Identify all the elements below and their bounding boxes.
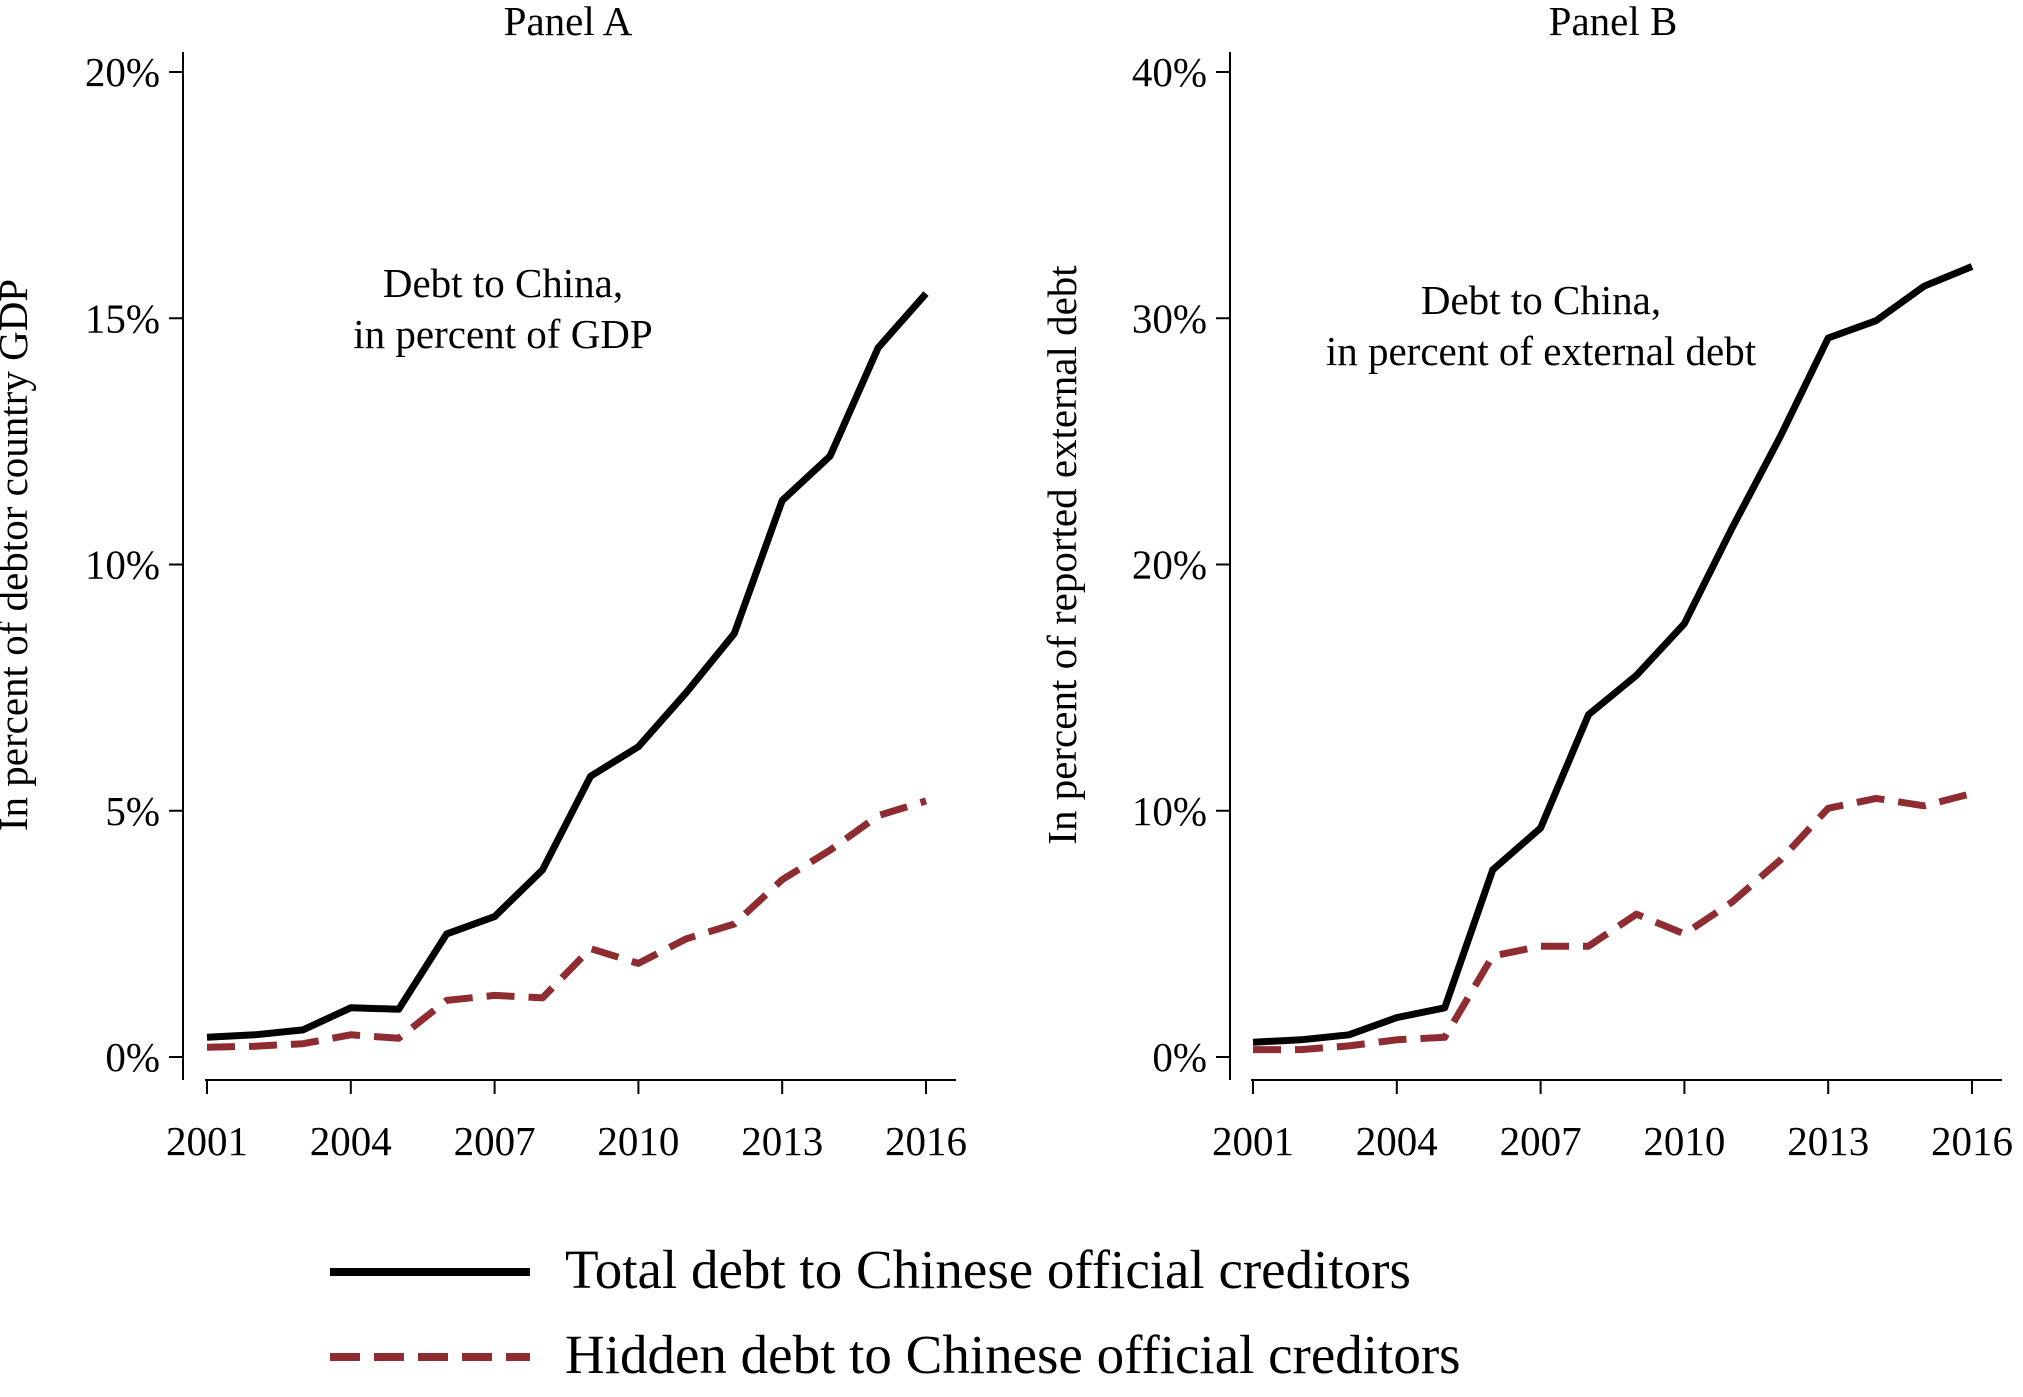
hidden-debt-line <box>206 797 928 1051</box>
x-tick-label: 2010 <box>597 1118 679 1164</box>
x-tick-label: 2004 <box>1356 1118 1438 1164</box>
y-tick-label: 10% <box>1132 788 1207 834</box>
x-tick-label: 2001 <box>166 1118 248 1164</box>
x-tick-label: 2007 <box>454 1118 536 1164</box>
annotation-line: in percent of GDP <box>353 311 652 357</box>
x-tick-label: 2013 <box>1787 1118 1869 1164</box>
panel-a: Panel A 0% 5% 10% 15% 20% 2001 2004 2007 2010 2013… <box>0 0 967 1164</box>
x-tick-label: 2016 <box>885 1118 967 1164</box>
y-axis-label: In percent of debtor country GDP <box>0 279 36 831</box>
y-tick-label: 10% <box>85 542 160 588</box>
annotation-line: Debt to China, <box>383 260 623 306</box>
legend: Total debt to Chinese official creditors… <box>330 1239 1461 1385</box>
y-tick-label: 20% <box>1132 542 1207 588</box>
annotation-line: in percent of external debt <box>1326 328 1757 374</box>
panel-title: Panel B <box>1549 0 1678 44</box>
x-tick-label: 2001 <box>1212 1118 1294 1164</box>
y-axis-label: In percent of reported external debt <box>1039 265 1085 845</box>
annotation-line: Debt to China, <box>1421 277 1661 323</box>
x-tick-label: 2010 <box>1643 1118 1725 1164</box>
x-tick-label: 2007 <box>1500 1118 1582 1164</box>
y-tick-label: 15% <box>85 295 160 341</box>
hidden-debt-line <box>1253 790 1973 1054</box>
y-tick-label: 5% <box>105 788 160 834</box>
legend-label: Hidden debt to Chinese official creditor… <box>565 1324 1461 1385</box>
x-tick-label: 2013 <box>741 1118 823 1164</box>
y-tick-label: 20% <box>85 49 160 95</box>
y-tick-label: 30% <box>1132 295 1207 341</box>
x-tick-label: 2016 <box>1931 1118 2013 1164</box>
legend-label: Total debt to Chinese official creditors <box>565 1239 1411 1300</box>
panel-title: Panel A <box>504 0 633 44</box>
panel-b: Panel B 0% 10% 20% 30% 40% 2001 2004 2007 2010 201… <box>1039 0 2013 1164</box>
total-debt-line <box>1252 263 1974 1046</box>
y-tick-label: 0% <box>1152 1034 1207 1080</box>
x-tick-label: 2004 <box>310 1118 392 1164</box>
y-tick-label: 40% <box>1132 49 1207 95</box>
y-tick-label: 0% <box>105 1034 160 1080</box>
total-debt-line <box>206 291 929 1041</box>
